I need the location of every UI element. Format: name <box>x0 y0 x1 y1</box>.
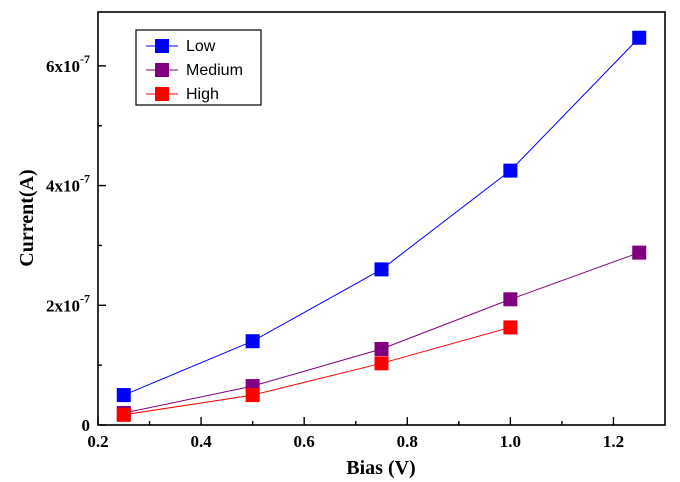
y-tick-exponent: -7 <box>80 52 90 66</box>
y-tick-mantissa: 2x10 <box>46 296 80 315</box>
data-point-high <box>245 388 260 403</box>
data-point-low <box>245 334 260 349</box>
y-tick-mantissa: 0 <box>82 416 91 435</box>
y-tick-label: 4x10-7 <box>46 172 90 196</box>
series-line-high <box>123 326 511 416</box>
y-tick-exponent: -7 <box>80 172 90 186</box>
legend-label-medium: Medium <box>186 62 243 79</box>
data-point-high <box>374 356 389 371</box>
data-point-medium <box>374 341 389 356</box>
x-axis-title: Bias (V) <box>346 457 415 479</box>
y-tick-exponent: -7 <box>80 291 90 305</box>
y-tick-label: 6x10-7 <box>46 52 90 76</box>
series-layer <box>116 30 647 422</box>
legend-label-high: High <box>186 86 219 103</box>
y-tick-label: 0 <box>82 416 91 435</box>
series-line-medium <box>123 252 640 414</box>
legend: Low Medium High <box>135 29 262 106</box>
x-tick-label: 1.0 <box>500 432 521 451</box>
x-tick-label: 1.2 <box>603 432 624 451</box>
data-point-low <box>116 388 131 403</box>
data-point-high <box>503 320 518 335</box>
y-tick-mantissa: 4x10 <box>46 177 80 196</box>
plot-frame <box>97 11 666 426</box>
data-point-medium <box>503 292 518 307</box>
x-tick-label: 0.4 <box>190 432 212 451</box>
x-axis: 0.2 0.4 0.6 0.8 1.0 1.2 <box>87 417 624 451</box>
data-point-low <box>374 262 389 277</box>
data-point-low <box>503 163 518 178</box>
y-tick-mantissa: 6x10 <box>46 57 80 76</box>
plot-area-border <box>97 11 666 426</box>
legend-marker-low <box>155 39 169 53</box>
legend-label-low: Low <box>186 38 216 55</box>
data-point-medium <box>632 245 647 260</box>
legend-marker-medium <box>155 63 169 77</box>
x-tick-label: 0.2 <box>87 432 108 451</box>
y-axis-title: Current(A) <box>16 169 38 266</box>
x-tick-label: 0.8 <box>397 432 418 451</box>
y-tick-label: 2x10-7 <box>46 291 90 315</box>
legend-marker-high <box>155 87 169 101</box>
data-point-low <box>632 30 647 45</box>
x-tick-label: 0.6 <box>294 432 315 451</box>
data-point-high <box>116 407 131 422</box>
